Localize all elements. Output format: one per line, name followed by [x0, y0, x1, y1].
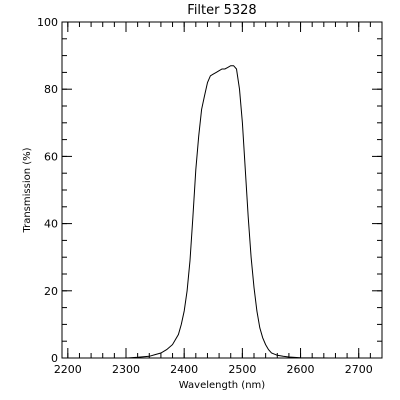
x-tick-label: 2500 — [228, 363, 256, 376]
x-tick-label: 2300 — [112, 363, 140, 376]
y-tick-label: 20 — [44, 285, 58, 298]
y-tick-label: 60 — [44, 150, 58, 163]
axis-tick-labels: 2200 2300 2400 2500 2600 2700 0 20 40 60 80 100 — [37, 16, 373, 376]
plot-frame — [61, 21, 383, 359]
y-axis-label: Transmission (%) — [22, 147, 33, 233]
axis-ticks — [62, 21, 383, 359]
y-tick-label: 80 — [44, 83, 58, 96]
x-axis-label: Wavelength (nm) — [179, 380, 265, 391]
y-tick-label: 40 — [44, 218, 58, 231]
x-tick-label: 2600 — [287, 363, 315, 376]
y-tick-label: 0 — [51, 352, 58, 365]
y-tick-label: 100 — [37, 16, 58, 29]
chart-title: Filter 5328 — [187, 3, 256, 18]
transmission-curve — [96, 65, 359, 359]
x-tick-label: 2200 — [54, 363, 82, 376]
x-tick-label: 2700 — [345, 363, 373, 376]
x-tick-label: 2400 — [170, 363, 198, 376]
